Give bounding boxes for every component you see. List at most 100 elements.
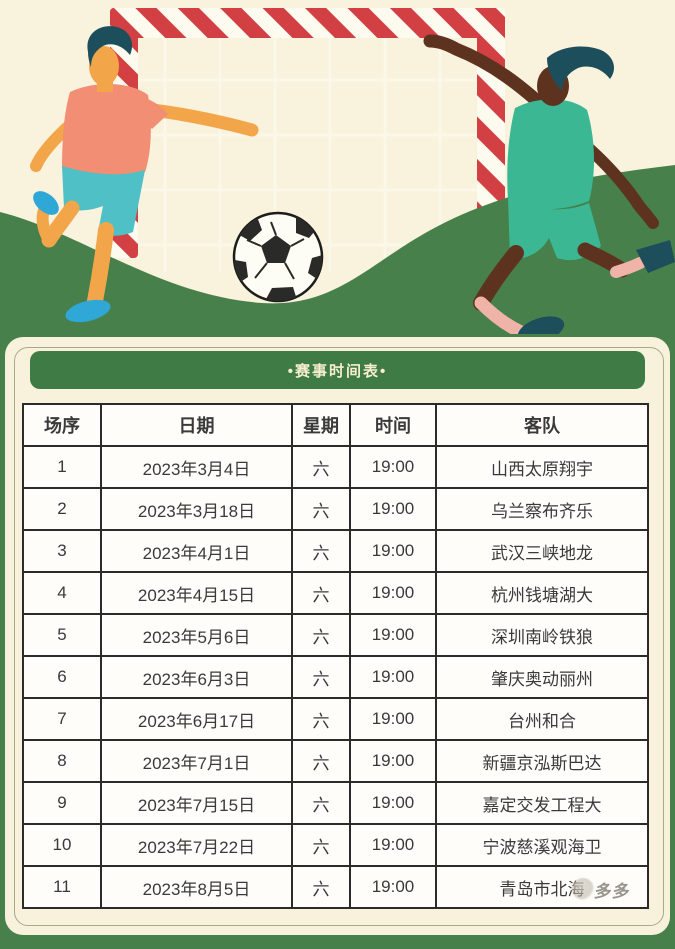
cell-away-team: 乌兰察布齐乐 — [435, 487, 649, 531]
cell-away-team: 杭州钱塘湖大 — [435, 571, 649, 615]
cell-date: 2023年6月3日 — [100, 655, 293, 699]
goal-net — [124, 24, 486, 272]
player-right — [423, 34, 675, 334]
goal-post-right — [477, 8, 505, 220]
cell-match-no: 8 — [22, 739, 102, 783]
cell-match-no: 3 — [22, 529, 102, 573]
cell-match-no: 11 — [22, 865, 102, 909]
player-right-shorts — [508, 198, 601, 261]
player-left-standing-leg — [87, 222, 114, 309]
cell-match-no: 7 — [22, 697, 102, 741]
goal-crossbar — [110, 8, 505, 38]
cell-weekday: 六 — [291, 445, 351, 489]
table-row: 10 2023年7月22日六 19:00 宁波慈溪观海卫 — [22, 823, 649, 867]
table-row: 7 2023年6月17日六 19:00 台州和合 — [22, 697, 649, 741]
player-right-back-shoe — [636, 240, 675, 273]
title-banner: •赛事时间表• — [30, 351, 645, 389]
soccer-ball — [232, 211, 324, 303]
player-left — [30, 26, 259, 323]
player-right-back-sock — [610, 257, 646, 278]
cell-date: 2023年7月1日 — [100, 739, 293, 783]
cell-away-team: 嘉定交发工程大 — [435, 781, 649, 825]
cell-weekday: 六 — [291, 529, 351, 573]
cell-weekday: 六 — [291, 823, 351, 867]
cell-time: 19:00 — [349, 865, 437, 909]
cell-date: 2023年8月5日 — [100, 865, 293, 909]
cell-away-team: 武汉三峡地龙 — [435, 529, 649, 573]
table-row: 1 2023年3月4日六 19:00 山西太原翔宇 — [22, 445, 649, 489]
cell-away-team: 山西太原翔宇 — [435, 445, 649, 489]
player-right-front-shoe — [517, 316, 565, 334]
grass-hill — [0, 165, 675, 334]
cell-time: 19:00 — [349, 445, 437, 489]
cell-time: 19:00 — [349, 823, 437, 867]
cell-away-team: 肇庆奥动丽州 — [435, 655, 649, 699]
cell-weekday: 六 — [291, 781, 351, 825]
cell-date: 2023年4月1日 — [100, 529, 293, 573]
cell-date: 2023年5月6日 — [100, 613, 293, 657]
player-left-shoe-back — [33, 191, 59, 215]
cell-away-team: 宁波慈溪观海卫 — [435, 823, 649, 867]
cell-time: 19:00 — [349, 655, 437, 699]
header-row: 场序 日期 星期 时间 客队 — [22, 403, 649, 447]
table-row: 8 2023年7月1日六 19:00 新疆京泓斯巴达 — [22, 739, 649, 783]
schedule-table: 场序 日期 星期 时间 客队 1 2023年3月4日六 19:00 山西太原翔宇 2 2023年3月… — [22, 403, 649, 909]
cell-away-team: 新疆京泓斯巴达 — [435, 739, 649, 783]
cell-time: 19:00 — [349, 571, 437, 615]
cell-date: 2023年6月17日 — [100, 697, 293, 741]
player-left-sleeve — [120, 92, 168, 129]
col-header-cell-match-no: 场序 — [22, 403, 102, 447]
cell-time: 19:00 — [349, 781, 437, 825]
col-header-cell-date: 日期 — [100, 403, 293, 447]
cell-match-no: 10 — [22, 823, 102, 867]
cell-weekday: 六 — [291, 655, 351, 699]
player-right-lower-arm — [579, 139, 659, 229]
table-row: 6 2023年6月3日六 19:00 肇庆奥动丽州 — [22, 655, 649, 699]
player-right-hair — [547, 46, 615, 91]
player-left-shorts — [62, 166, 145, 236]
cell-time: 19:00 — [349, 529, 437, 573]
cell-date: 2023年3月4日 — [100, 445, 293, 489]
cell-time: 19:00 — [349, 739, 437, 783]
cell-weekday: 六 — [291, 571, 351, 615]
soccer-illustration — [0, 0, 675, 334]
cell-match-no: 1 — [22, 445, 102, 489]
player-left-hair — [87, 26, 133, 67]
schedule-card: •赛事时间表• 场序 日期 星期 时间 客队 1 2023年3月4日六 19:00 山西太原翔宇… — [5, 337, 670, 935]
cell-match-no: 4 — [22, 571, 102, 615]
cell-weekday: 六 — [291, 487, 351, 531]
table-row: 11 2023年8月5日六 19:00 青岛市北海 — [22, 865, 649, 909]
player-right-raised-arm — [423, 34, 552, 115]
schedule-table-wrap: 场序 日期 星期 时间 客队 1 2023年3月4日六 19:00 山西太原翔宇 2 2023年3月… — [22, 403, 649, 909]
table-row: 4 2023年4月15日六 19:00 杭州钱塘湖大 — [22, 571, 649, 615]
page-title: •赛事时间表• — [287, 362, 388, 380]
player-right-front-sock — [474, 296, 528, 334]
player-right-jersey — [507, 99, 595, 210]
cell-weekday: 六 — [291, 697, 351, 741]
player-left-shoe-bottom — [65, 299, 111, 323]
cell-weekday: 六 — [291, 739, 351, 783]
cell-date: 2023年4月15日 — [100, 571, 293, 615]
table-row: 2 2023年3月18日六 19:00 乌兰察布齐乐 — [22, 487, 649, 531]
cell-time: 19:00 — [349, 613, 437, 657]
table-row: 3 2023年4月1日六 19:00 武汉三峡地龙 — [22, 529, 649, 573]
cell-away-team: 台州和合 — [435, 697, 649, 741]
cell-time: 19:00 — [349, 697, 437, 741]
cell-weekday: 六 — [291, 613, 351, 657]
cell-weekday: 六 — [291, 865, 351, 909]
cell-away-team: 青岛市北海 — [435, 865, 649, 909]
cell-time: 19:00 — [349, 487, 437, 531]
cell-date: 2023年3月18日 — [100, 487, 293, 531]
cell-match-no: 5 — [22, 613, 102, 657]
cell-match-no: 9 — [22, 781, 102, 825]
table-row: 5 2023年5月6日六 19:00 深圳南岭铁狼 — [22, 613, 649, 657]
table-row: 9 2023年7月15日六 19:00 嘉定交发工程大 — [22, 781, 649, 825]
cell-date: 2023年7月15日 — [100, 781, 293, 825]
player-left-head — [89, 46, 119, 86]
player-left-calf — [36, 204, 55, 246]
cell-date: 2023年7月22日 — [100, 823, 293, 867]
cell-match-no: 2 — [22, 487, 102, 531]
cell-away-team: 深圳南岭铁狼 — [435, 613, 649, 657]
col-header-cell-time: 时间 — [349, 403, 437, 447]
